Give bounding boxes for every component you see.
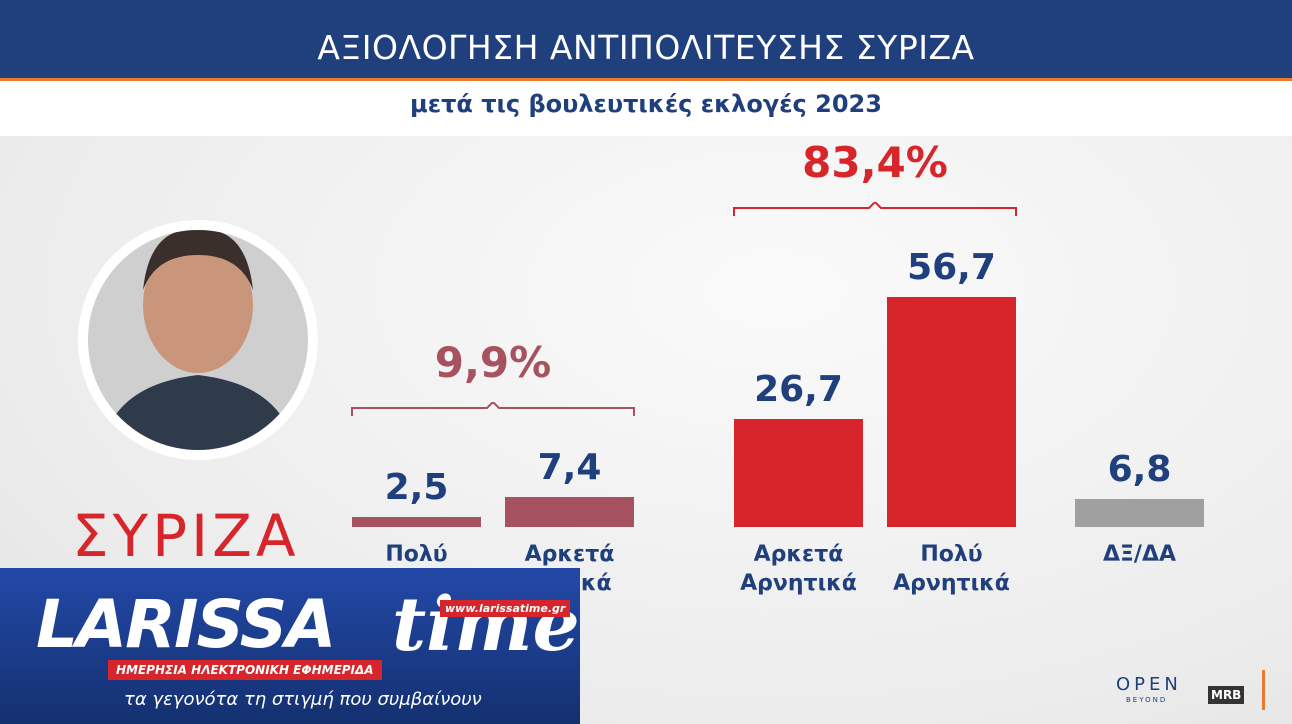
chart-title: ΑΞΙΟΛΟΓΗΣΗ ΑΝΤΙΠΟΛΙΤΕΥΣΗΣ ΣΥΡΙΖΑ xyxy=(317,28,975,67)
accent-line xyxy=(1262,670,1265,710)
subtitle-band xyxy=(0,81,1292,136)
brand-name-2: time xyxy=(392,582,580,668)
category-label: Αρκετά Αρνητικά xyxy=(740,542,857,596)
value-label: 26,7 xyxy=(754,368,843,410)
brand-url: www.larissatime.gr xyxy=(440,600,571,617)
category-label: Πολύ Αρνητικά xyxy=(893,542,1010,596)
group-brace xyxy=(351,401,635,416)
channel-logo: OPEN xyxy=(1116,674,1182,695)
brand-tagline: ΗΜΕΡΗΣΙΑ ΗΛΕΚΤΡΟΝΙΚΗ ΕΦΗΜΕΡΙΔΑ xyxy=(108,660,382,680)
brand-box: LARISSA time www.larissatime.gr ΗΜΕΡΗΣΙΑ… xyxy=(0,568,580,724)
portrait xyxy=(78,220,318,460)
bar xyxy=(1075,499,1204,527)
brand-slogan: τα γεγονότα τη στιγμή που συμβαίνουν xyxy=(124,689,482,710)
value-label: 2,5 xyxy=(384,466,449,508)
party-logo: ΣΥΡΙΖΑ xyxy=(72,502,300,570)
pollster-logo: MRB xyxy=(1208,686,1245,704)
portrait-head xyxy=(143,237,253,373)
group-label: 9,9% xyxy=(434,337,552,387)
value-label: 6,8 xyxy=(1107,449,1172,491)
brand-name: LARISSA xyxy=(36,586,336,663)
portrait-hair xyxy=(143,230,253,290)
category-label: ΔΞ/ΔΑ xyxy=(1102,542,1176,567)
chart-subtitle: μετά τις βουλευτικές εκλογές 2023 xyxy=(410,90,882,118)
bar xyxy=(734,418,863,527)
bar xyxy=(505,496,634,527)
group-label: 83,4% xyxy=(802,137,948,187)
value-label: 7,4 xyxy=(537,446,602,488)
value-label: 56,7 xyxy=(907,246,996,288)
bar xyxy=(887,296,1016,527)
header-band xyxy=(0,0,1292,81)
portrait-body xyxy=(100,375,296,450)
bar xyxy=(352,516,481,527)
channel-sub: BEYOND xyxy=(1126,696,1168,704)
group-brace xyxy=(733,201,1017,216)
